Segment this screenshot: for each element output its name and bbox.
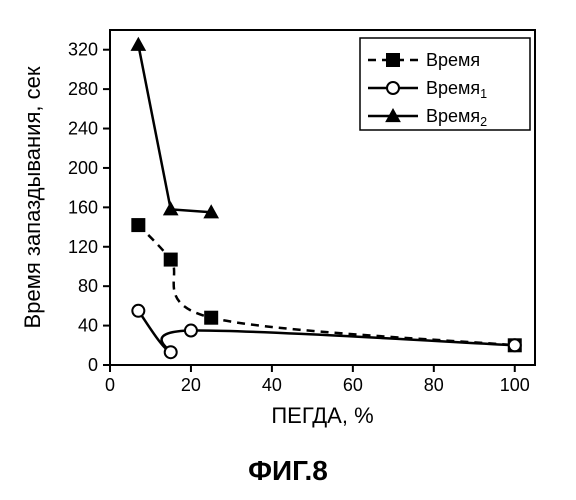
- chart-container: 0 20 40 60 80 100 ПЕГДА, % 0 40 80 120 160 200 240 280…: [0, 0, 576, 500]
- legend-marker-s0: [387, 54, 399, 66]
- y-tick-label: 120: [68, 237, 98, 257]
- y-tick-label: 40: [78, 316, 98, 336]
- x-axis-label: ПЕГДА, %: [271, 403, 373, 428]
- legend-label-s0: Время: [426, 50, 480, 70]
- x-tick-label: 80: [424, 375, 444, 395]
- marker-s1: [509, 339, 521, 351]
- marker-s1: [165, 346, 177, 358]
- y-tick-label: 80: [78, 276, 98, 296]
- x-tick-label: 40: [262, 375, 282, 395]
- marker-s1: [132, 305, 144, 317]
- y-tick-label: 200: [68, 158, 98, 178]
- y-tick-label: 280: [68, 79, 98, 99]
- x-tick-label: 60: [343, 375, 363, 395]
- marker-s0: [205, 312, 217, 324]
- legend-marker-s1: [387, 82, 399, 94]
- y-tick-label: 240: [68, 119, 98, 139]
- figure-caption: ФИГ.8: [248, 455, 328, 486]
- chart-svg: 0 20 40 60 80 100 ПЕГДА, % 0 40 80 120 160 200 240 280…: [0, 0, 576, 500]
- y-tick-label: 320: [68, 40, 98, 60]
- marker-s1: [185, 325, 197, 337]
- y-axis-label: Время запаздывания, сек: [20, 66, 45, 328]
- x-tick-label: 0: [105, 375, 115, 395]
- marker-s0: [165, 254, 177, 266]
- legend-label-s2: Время2: [426, 106, 487, 129]
- x-tick-label: 100: [500, 375, 530, 395]
- marker-s0: [132, 219, 144, 231]
- y-tick-label: 160: [68, 197, 98, 217]
- x-tick-label: 20: [181, 375, 201, 395]
- legend-label-s1: Время1: [426, 78, 487, 101]
- y-tick-label: 0: [88, 355, 98, 375]
